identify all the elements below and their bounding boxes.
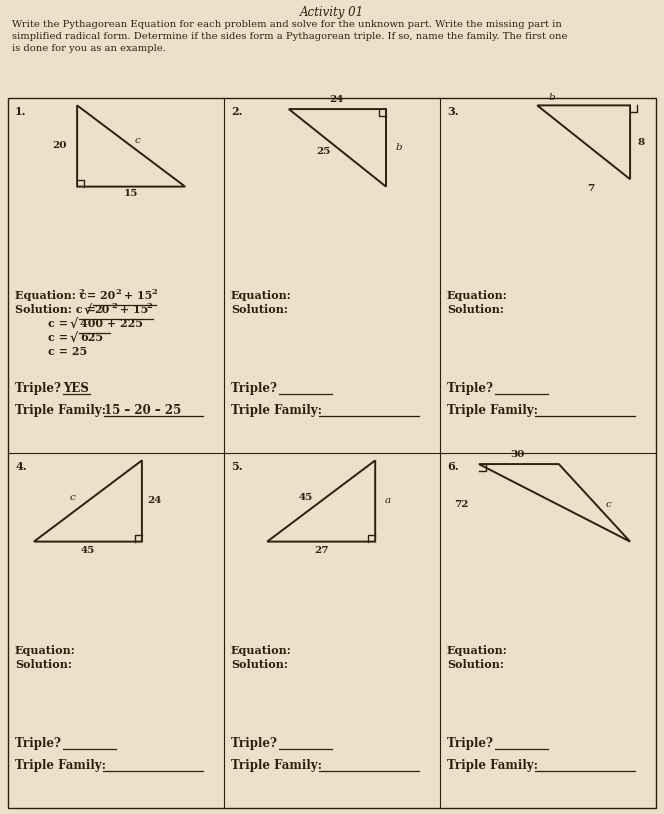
Text: Write the Pythagorean Equation for each problem and solve for the unknown part. : Write the Pythagorean Equation for each …: [12, 20, 568, 53]
Text: 30: 30: [511, 450, 525, 459]
Text: 2: 2: [115, 287, 121, 295]
Text: Triple?: Triple?: [231, 737, 281, 750]
Text: 5.: 5.: [231, 461, 242, 472]
Text: 8: 8: [637, 138, 645, 147]
Text: Triple?: Triple?: [15, 737, 65, 750]
Bar: [8, 98, 656, 808]
Text: c: c: [70, 492, 76, 501]
Text: Activity 01: Activity 01: [300, 6, 364, 19]
Text: Solution:: Solution:: [447, 659, 504, 670]
Text: Solution: c =: Solution: c =: [15, 304, 100, 315]
Text: Triple Family:: Triple Family:: [231, 759, 326, 772]
Text: = 20: = 20: [83, 290, 116, 300]
Text: 2: 2: [111, 302, 117, 309]
Text: Triple?: Triple?: [231, 382, 281, 395]
Text: 2: 2: [78, 287, 84, 295]
Text: Triple Family:: Triple Family:: [231, 404, 326, 417]
Text: Triple?: Triple?: [15, 382, 65, 395]
Text: Triple Family:: Triple Family:: [15, 404, 110, 417]
Text: 2: 2: [151, 287, 157, 295]
Text: a: a: [385, 497, 391, 505]
Text: Solution:: Solution:: [231, 304, 288, 315]
Text: Solution:: Solution:: [447, 304, 504, 315]
Text: √: √: [70, 319, 78, 331]
Text: Equation:: Equation:: [447, 645, 508, 656]
Text: c = 25: c = 25: [48, 346, 87, 357]
Text: √: √: [70, 333, 78, 346]
Text: Triple Family:: Triple Family:: [447, 404, 542, 417]
Text: Triple Family:: Triple Family:: [15, 759, 110, 772]
Text: Equation:: Equation:: [447, 290, 508, 300]
Text: 27: 27: [314, 546, 329, 555]
Text: 15 – 20 – 25: 15 – 20 – 25: [104, 404, 181, 417]
Text: 20: 20: [94, 304, 110, 315]
Text: b: b: [396, 143, 402, 152]
Text: c =: c =: [48, 317, 72, 329]
Text: Solution:: Solution:: [231, 659, 288, 670]
Text: Equation: c: Equation: c: [15, 290, 86, 300]
Text: Equation:: Equation:: [231, 290, 291, 300]
Text: 45: 45: [299, 492, 313, 501]
Text: 6.: 6.: [447, 461, 459, 472]
Text: √: √: [84, 304, 92, 317]
Text: 2: 2: [146, 302, 152, 309]
Text: + 15: + 15: [120, 290, 152, 300]
Text: 1.: 1.: [15, 106, 27, 117]
Text: 20: 20: [52, 142, 67, 151]
Text: 15: 15: [124, 190, 138, 199]
Text: b: b: [549, 94, 556, 103]
Text: c: c: [135, 136, 141, 145]
Text: 400 + 225: 400 + 225: [80, 317, 143, 329]
Text: Triple Family:: Triple Family:: [447, 759, 542, 772]
Text: + 15: + 15: [116, 304, 148, 315]
Text: YES: YES: [63, 382, 89, 395]
Text: c: c: [606, 500, 612, 510]
Text: 2.: 2.: [231, 106, 242, 117]
Text: 24: 24: [147, 497, 162, 505]
Text: 72: 72: [454, 500, 469, 510]
Text: 7: 7: [588, 184, 595, 193]
Text: 4.: 4.: [15, 461, 27, 472]
Text: 3.: 3.: [447, 106, 459, 117]
Text: 45: 45: [81, 546, 95, 555]
Text: Equation:: Equation:: [15, 645, 76, 656]
Text: 25: 25: [316, 147, 331, 156]
Text: Triple?: Triple?: [447, 382, 497, 395]
Text: 625: 625: [80, 331, 103, 343]
Text: Triple?: Triple?: [447, 737, 497, 750]
Text: 24: 24: [329, 95, 343, 104]
Text: Equation:: Equation:: [231, 645, 291, 656]
Text: c =: c =: [48, 331, 72, 343]
Text: Solution:: Solution:: [15, 659, 72, 670]
